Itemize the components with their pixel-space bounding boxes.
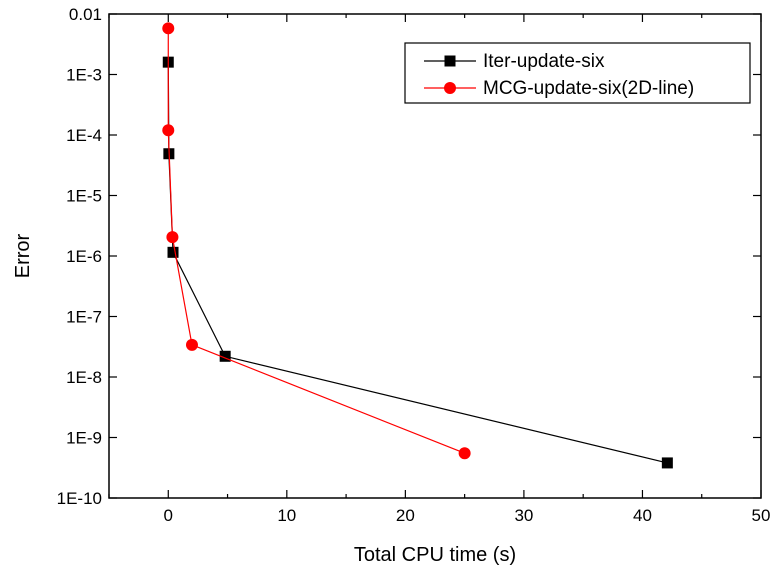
y-tick-label: 1E-7 bbox=[66, 308, 102, 327]
data-point-circle bbox=[162, 22, 175, 35]
x-axis-ticks: 0 10 20 30 40 50 bbox=[108, 14, 771, 525]
data-point-square bbox=[167, 246, 179, 258]
y-axis-title: Error bbox=[12, 233, 34, 278]
y-tick-label: 1E-5 bbox=[66, 187, 102, 206]
data-point-square bbox=[219, 350, 231, 362]
y-tick-label: 1E-3 bbox=[66, 66, 102, 85]
x-tick-label: 50 bbox=[752, 506, 771, 525]
legend-label-iter-update-six: Iter-update-six bbox=[483, 51, 605, 72]
data-point-circle bbox=[458, 447, 471, 460]
y-axis-ticks: 1E-10 1E-9 1E-8 1E-7 1E-6 1E-5 1E-4 1E-3 0.01 bbox=[57, 5, 761, 508]
x-tick-label: 20 bbox=[396, 506, 415, 525]
x-tick-label: 30 bbox=[514, 506, 533, 525]
y-tick-label: 1E-4 bbox=[66, 126, 102, 145]
y-tick-label: 1E-10 bbox=[57, 489, 102, 508]
x-tick-label: 10 bbox=[277, 506, 296, 525]
y-tick-label: 1E-6 bbox=[66, 247, 102, 266]
legend-box bbox=[404, 42, 751, 104]
x-tick-label: 0 bbox=[164, 506, 173, 525]
x-axis-title: Total CPU time (s) bbox=[354, 544, 516, 566]
data-point-circle bbox=[185, 338, 198, 351]
legend: Iter-update-six MCG-update-six(2D-line) bbox=[404, 42, 751, 104]
data-point-square bbox=[661, 457, 673, 469]
data-point-circle bbox=[162, 124, 175, 137]
series-layer bbox=[162, 22, 673, 469]
y-tick-label: 1E-8 bbox=[66, 368, 102, 387]
x-tick-label: 40 bbox=[633, 506, 652, 525]
legend-marker-mcg-update-six bbox=[444, 82, 456, 94]
series-line-0 bbox=[167, 62, 668, 464]
y-tick-label: 1E-9 bbox=[66, 429, 102, 448]
y-tick-label: 0.01 bbox=[69, 5, 102, 24]
data-point-circle bbox=[166, 231, 179, 244]
legend-label-mcg-update-six: MCG-update-six(2D-line) bbox=[483, 78, 694, 99]
legend-marker-iter-update-six bbox=[444, 55, 456, 67]
